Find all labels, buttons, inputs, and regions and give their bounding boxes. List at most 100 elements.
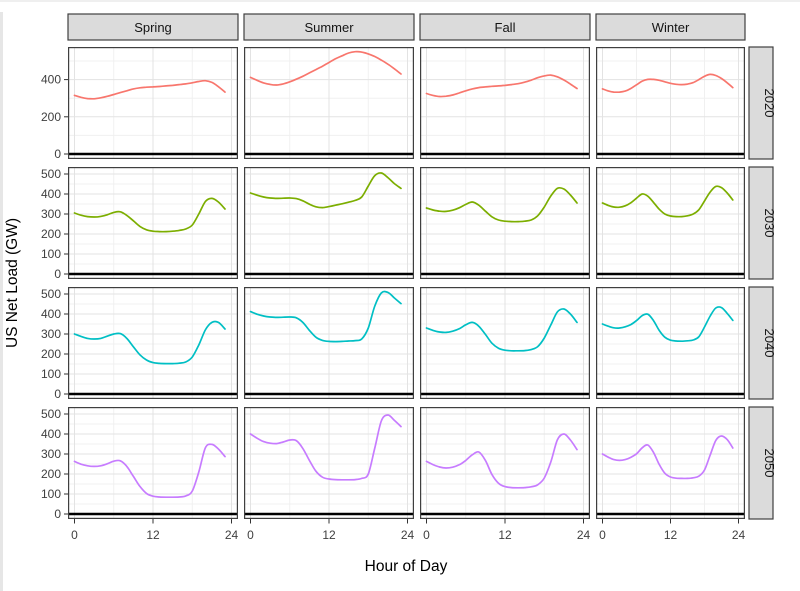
netload-line-2030-winter [601, 185, 734, 218]
facet-panel-2020-spring [68, 47, 239, 160]
facet-panel-2040-summer [244, 287, 415, 400]
y-tick-label: 500 [41, 287, 61, 301]
y-tick-label: 500 [41, 407, 61, 421]
facet-strip-row-label: 2030 [762, 209, 777, 238]
netload-line-2050-spring [73, 443, 226, 499]
y-tick-label: 100 [41, 247, 61, 261]
y-tick-label: 0 [54, 507, 61, 521]
facet-panel-2030-summer [244, 167, 415, 280]
panel-border [244, 287, 415, 400]
facet-strip-row-label: 2040 [762, 329, 777, 358]
y-tick-label: 400 [41, 307, 61, 321]
facet-strip-row-2050: 2050 [748, 406, 777, 520]
facet-panel-2040-spring [68, 287, 239, 400]
x-tick-label: 24 [225, 528, 239, 542]
facet-panel-2040-fall [420, 287, 591, 400]
facet-strip-row-2020: 2020 [748, 46, 777, 160]
netload-line-2020-summer [249, 50, 402, 86]
y-tick-label: 200 [41, 227, 61, 241]
facet-strip-col-label: Fall [495, 20, 516, 35]
netload-line-2050-fall [425, 433, 578, 489]
facet-panel-2020-fall [420, 47, 591, 160]
facet-strip-row-2030: 2030 [748, 166, 777, 280]
x-axis-title: Hour of Day [365, 558, 448, 575]
panel-border [244, 47, 415, 160]
panel-border [68, 47, 239, 160]
y-tick-label: 300 [41, 207, 61, 221]
facets-container: Spring Summer Fall Winter202020302040205002… [41, 13, 777, 542]
facet-panel-2050-spring [68, 407, 239, 520]
y-tick-label: 400 [41, 187, 61, 201]
facet-panel-2020-summer [244, 47, 415, 160]
panel-border [244, 167, 415, 280]
facet-strip-row-label: 2020 [762, 89, 777, 118]
netload-line-2020-winter [601, 73, 734, 94]
y-tick-label: 100 [41, 367, 61, 381]
panel-border [420, 407, 591, 520]
facet-strip-col-label: Winter [652, 20, 690, 35]
facet-panel-2050-winter [596, 407, 746, 520]
x-tick-label: 0 [423, 528, 430, 542]
x-tick-label: 12 [146, 528, 160, 542]
panel-border [596, 47, 746, 160]
facet-panel-2030-winter [596, 167, 746, 280]
facet-panel-2040-winter [596, 287, 746, 400]
y-tick-label: 200 [41, 467, 61, 481]
y-tick-label: 100 [41, 487, 61, 501]
facet-panel-2030-fall [420, 167, 591, 280]
netload-line-2020-fall [425, 74, 578, 98]
panel-border [68, 407, 239, 520]
facet-strip-col-spring: Spring [67, 13, 239, 41]
facet-strip-row-label: 2050 [762, 449, 777, 478]
facet-panel-2050-summer [244, 407, 415, 520]
y-tick-label: 400 [41, 427, 61, 441]
panel-border [420, 287, 591, 400]
x-tick-label: 0 [599, 528, 606, 542]
x-tick-label: 0 [247, 528, 254, 542]
panel-border [68, 287, 239, 400]
panel-border [68, 167, 239, 280]
netload-line-2040-fall [425, 308, 578, 352]
panel-border [596, 287, 746, 400]
y-axis-title: US Net Load (GW) [4, 218, 21, 348]
y-tick-label: 400 [41, 73, 61, 87]
x-tick-label: 24 [732, 528, 746, 542]
y-tick-label: 0 [54, 267, 61, 281]
window-top-edge [0, 0, 800, 2]
y-tick-label: 300 [41, 327, 61, 341]
x-tick-label: 24 [577, 528, 591, 542]
x-tick-label: 24 [401, 528, 415, 542]
y-tick-label: 200 [41, 110, 61, 124]
facet-strip-col-winter: Winter [595, 13, 746, 41]
window-left-edge [0, 12, 3, 591]
facet-strip-col-summer: Summer [243, 13, 415, 41]
panel-border [244, 407, 415, 520]
netload-line-2030-fall [425, 186, 578, 223]
panel-border [596, 407, 746, 520]
facet-panel-2050-fall [420, 407, 591, 520]
y-tick-label: 300 [41, 447, 61, 461]
netload-line-2040-spring [73, 320, 226, 365]
y-tick-label: 200 [41, 347, 61, 361]
netload-line-2030-spring [73, 197, 226, 233]
netload-line-2040-summer [249, 290, 402, 343]
netload-line-2050-winter [601, 435, 734, 480]
netload-line-2040-winter [601, 306, 734, 343]
netload-line-2030-summer [249, 172, 402, 209]
x-tick-label: 12 [664, 528, 678, 542]
facet-panel-2020-winter [596, 47, 746, 160]
facet-strip-col-label: Summer [304, 20, 354, 35]
facet-panel-2030-spring [68, 167, 239, 280]
x-tick-label: 12 [322, 528, 336, 542]
x-tick-label: 0 [71, 528, 78, 542]
x-tick-label: 12 [498, 528, 512, 542]
y-tick-label: 0 [54, 387, 61, 401]
y-tick-label: 0 [54, 147, 61, 161]
facet-strip-col-fall: Fall [419, 13, 591, 41]
facet-strip-col-label: Spring [134, 20, 172, 35]
facet-strip-row-2040: 2040 [748, 286, 777, 400]
y-tick-label: 500 [41, 167, 61, 181]
netload-line-2020-spring [73, 79, 226, 100]
